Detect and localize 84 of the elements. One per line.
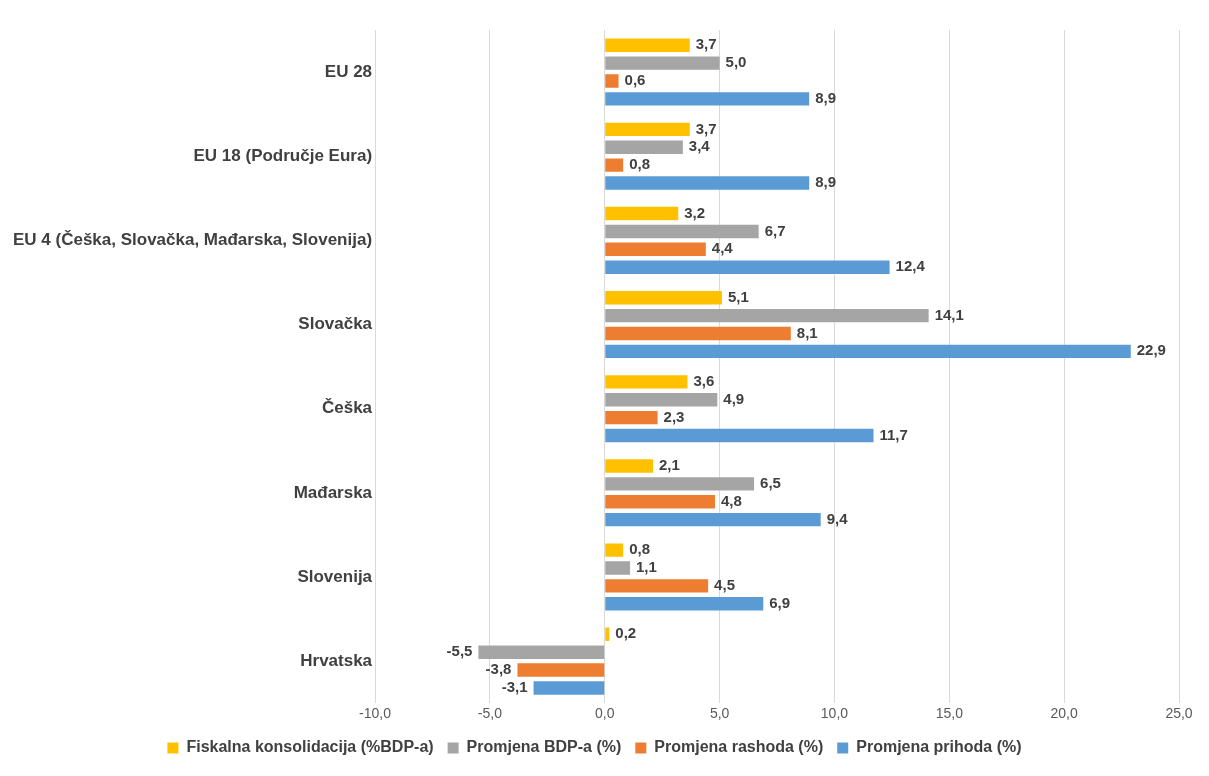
bar [478, 645, 605, 659]
bar [605, 375, 688, 389]
data-label: 0,8 [629, 155, 650, 173]
bar [533, 681, 605, 695]
bar [605, 627, 610, 642]
data-label: 4,8 [721, 491, 742, 509]
data-label: 6,9 [769, 593, 791, 611]
data-label: 0,2 [615, 624, 637, 642]
bar [605, 206, 679, 221]
bar [605, 176, 810, 190]
x-tick-label: 25,0 [1165, 705, 1193, 722]
data-label: 4,5 [714, 576, 735, 594]
y-tick-label: Slovačka [298, 314, 373, 334]
data-label: 3,4 [688, 137, 711, 155]
x-tick-label: 5,0 [709, 705, 730, 722]
data-label: 0,6 [624, 71, 646, 89]
bar [605, 38, 690, 52]
legend-label: Fiskalna konsolidacija (%BDP-a) [186, 738, 434, 756]
data-label: 0,8 [629, 540, 650, 558]
bar [605, 74, 619, 88]
data-label: 2,3 [663, 407, 685, 425]
data-label: 1,1 [636, 558, 657, 576]
bar [605, 561, 631, 575]
data-label: 5,1 [727, 287, 749, 305]
data-label: -3,1 [501, 678, 528, 696]
bar [605, 410, 658, 425]
data-label: 9,4 [826, 509, 849, 527]
bar [605, 495, 716, 509]
data-label: 3,2 [684, 203, 706, 221]
x-tick-label: 20,0 [1050, 705, 1078, 722]
bar [605, 224, 759, 239]
data-label: 6,5 [760, 474, 781, 492]
data-label: -3,8 [485, 660, 512, 678]
y-tick-label: EU 28 [324, 61, 373, 81]
data-label: 3,7 [695, 119, 717, 137]
y-tick-label: EU 4 (Češka, Slovačka, Mađarska, Slovenija) [12, 230, 373, 250]
data-label: -5,5 [446, 642, 473, 660]
bar [605, 597, 764, 611]
bar [605, 140, 683, 154]
y-tick-label: Češka [321, 398, 373, 418]
bar [605, 393, 718, 407]
data-label: 6,7 [764, 221, 786, 239]
x-tick-label: 15,0 [935, 705, 964, 722]
x-tick-label: 0,0 [595, 705, 615, 722]
y-tick-label: Slovenija [297, 566, 373, 586]
data-label: 22,9 [1136, 341, 1166, 359]
data-label: 8,1 [796, 323, 818, 341]
bar [605, 92, 810, 106]
data-label: 8,9 [815, 173, 837, 191]
bar [605, 512, 821, 527]
y-tick-label: Mađarska [293, 482, 373, 502]
data-label: 3,6 [693, 371, 715, 389]
data-label: 14,1 [934, 305, 964, 323]
bar [605, 242, 706, 257]
data-label: 8,9 [815, 89, 837, 107]
data-label: 4,9 [723, 389, 745, 407]
y-tick-label: EU 18 (Područje Eura) [193, 145, 373, 165]
bar [605, 308, 929, 323]
bar [605, 158, 624, 172]
data-label: 12,4 [895, 257, 926, 275]
y-tick-label: Hrvatska [300, 650, 373, 670]
x-tick-label: -5,0 [477, 705, 503, 722]
bar [517, 663, 605, 677]
data-label: 11,7 [879, 425, 908, 443]
bar [605, 477, 755, 491]
bar [605, 579, 709, 593]
bar [605, 56, 720, 70]
bar [605, 543, 624, 557]
x-tick-label: -10,0 [359, 705, 392, 722]
legend-label: Promjena prihoda (%) [856, 738, 1022, 756]
data-label: 3,7 [695, 35, 717, 53]
legend-label: Promjena BDP-a (%) [466, 738, 622, 756]
data-label: 2,1 [659, 456, 680, 474]
bar [605, 260, 890, 274]
data-label: 4,4 [711, 239, 734, 257]
x-tick-label: 10,0 [820, 705, 849, 722]
bar [605, 291, 722, 305]
bar [605, 428, 874, 443]
bar [605, 122, 690, 137]
legend-label: Promjena rashoda (%) [654, 738, 824, 756]
bar [605, 326, 791, 341]
data-label: 5,0 [725, 53, 747, 71]
bar [605, 344, 1131, 359]
bar [605, 459, 653, 473]
